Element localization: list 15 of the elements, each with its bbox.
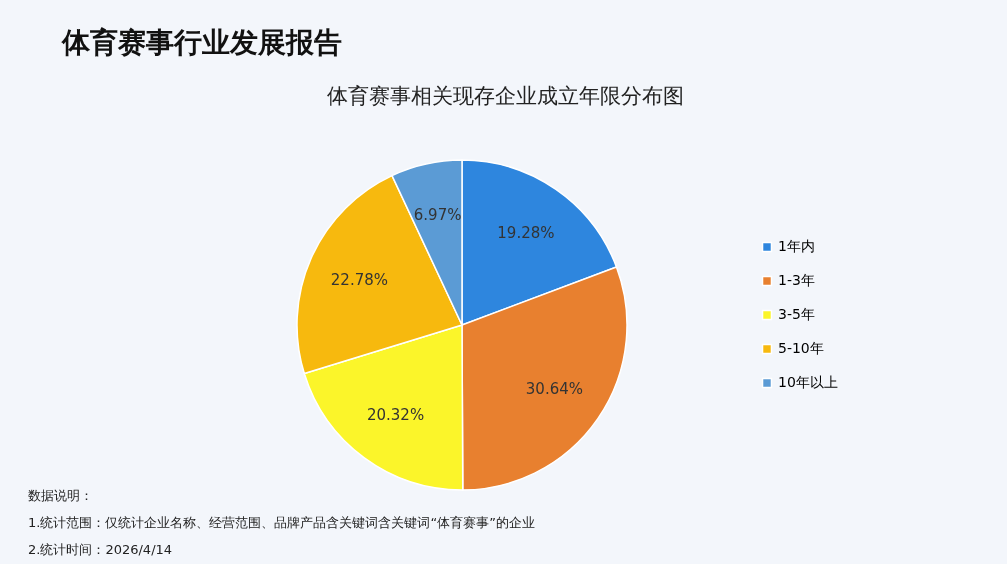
chart-title: 体育赛事行业发展报告 <box>61 26 342 59</box>
text: 2.统计时间：2026/4/14 <box>28 542 173 557</box>
text: 1.统计范围：仅统计企业名称、经营范围、品牌产品含关键词含关键词“体育赛事”的企业 <box>28 515 535 530</box>
text: 数据说明： <box>28 488 93 503</box>
data-label: 6.97% <box>413 206 462 225</box>
data-label: 22.78% <box>330 270 389 289</box>
chart-subtitle: 体育赛事相关现存企业成立年限分布图 <box>326 84 684 108</box>
legend-label: 1年内 <box>778 238 815 254</box>
data-label: 20.32% <box>366 406 425 425</box>
legend-label: 1-3年 <box>778 272 815 288</box>
legend-label: 10年以上 <box>778 374 838 390</box>
legend-label: 5-10年 <box>778 340 824 356</box>
data-label: 19.28% <box>497 223 555 242</box>
data-label: 30.64% <box>525 379 583 398</box>
legend-label: 3-5年 <box>778 306 815 322</box>
